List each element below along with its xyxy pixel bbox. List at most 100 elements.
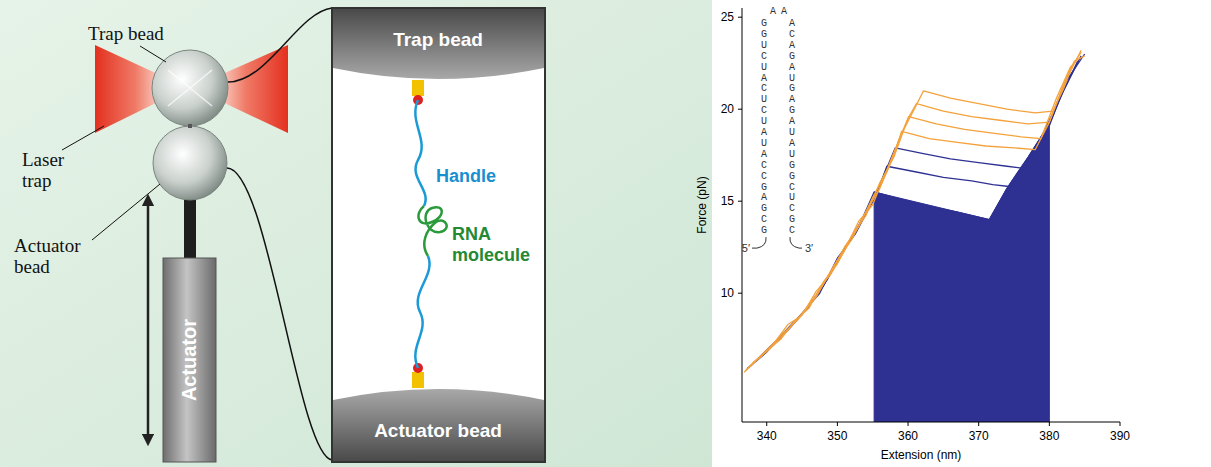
anchor-tab [412, 80, 424, 96]
rna-label-line: molecule [452, 245, 530, 265]
y-axis [742, 8, 743, 422]
y-axis-title: Force (pN) [695, 176, 709, 233]
handle-label: Handle [436, 166, 496, 186]
left-base: A [761, 149, 767, 160]
right-base: A [789, 62, 795, 73]
right-base: A [789, 94, 795, 105]
x-axis [742, 422, 1120, 423]
diagram-background [0, 0, 712, 467]
trap-bead-label-line: Trap bead [88, 23, 164, 44]
actuator-box [163, 258, 216, 462]
left-base: U [761, 138, 767, 149]
actuator-bead [153, 126, 227, 200]
leader-line [92, 184, 160, 240]
three-prime-label: 3′ [805, 242, 813, 254]
x-tick [1120, 422, 1121, 426]
laser-trap-label-line: Laser [22, 149, 65, 170]
y-tick-label: 10 [721, 286, 735, 300]
right-base: U [789, 192, 795, 203]
left-base: C [761, 214, 767, 225]
x-tick-label: 340 [757, 429, 777, 443]
right-base: U [789, 127, 795, 138]
actuator-bead-label: Actuatorbead [14, 235, 81, 277]
leader-line [62, 126, 104, 150]
right-base: G [789, 160, 795, 171]
left-base: U [761, 94, 767, 105]
x-tick-label: 380 [1039, 429, 1059, 443]
right-base: A [789, 18, 795, 29]
right-base: A [789, 138, 795, 149]
actuator-rod [184, 195, 196, 261]
inset-bottom-label-line: Actuator bead [374, 420, 502, 441]
x-tick [908, 422, 909, 426]
y-tick [738, 293, 742, 294]
left-base: U [761, 116, 767, 127]
hairpin-sequence: AAGGUCUACUCUAUACCGAGCGACAGAUGAGAUAUGGCUC… [742, 6, 813, 254]
left-base: G [761, 182, 767, 193]
bead-tether [188, 124, 192, 128]
right-base: C [789, 225, 795, 236]
actuator-bead-label-line: Actuator [14, 235, 81, 256]
inset-frame [332, 8, 545, 462]
strand-end [790, 237, 802, 248]
left-base: C [761, 171, 767, 182]
left-base: C [761, 51, 767, 62]
right-base: U [789, 73, 795, 84]
loop-base: A [781, 6, 787, 17]
left-base: C [761, 83, 767, 94]
y-tick [738, 201, 742, 202]
left-base: G [761, 225, 767, 236]
right-base: G [789, 214, 795, 225]
y-tick-label: 25 [721, 10, 735, 24]
right-base: G [789, 83, 795, 94]
x-tick-label: 360 [898, 429, 918, 443]
y-tick [738, 17, 742, 18]
handle-upper [415, 100, 425, 206]
left-base: A [761, 73, 767, 84]
right-base: G [789, 105, 795, 116]
motion-arrow [147, 200, 150, 440]
actuator-label: Actuator [178, 319, 200, 401]
x-tick [766, 422, 767, 426]
y-tick-label: 15 [721, 194, 735, 208]
y-tick-label: 20 [721, 102, 735, 116]
force-trace [746, 56, 1085, 371]
x-tick-label: 370 [969, 429, 989, 443]
five-prime-label: 5′ [742, 242, 750, 254]
anchor-tab [412, 372, 424, 388]
actuator-bead-label-line: bead [14, 256, 50, 277]
right-base: U [789, 149, 795, 160]
strand-end [752, 237, 766, 248]
figure: ActuatorTrap beadLasertrapActuatorbeadTr… [0, 0, 1211, 467]
left-base: C [761, 105, 767, 116]
left-base: U [761, 62, 767, 73]
left-base: G [761, 203, 767, 214]
callout-line [228, 8, 332, 82]
laser-beam [218, 45, 288, 133]
x-tick [1049, 422, 1050, 426]
chart: 340 350 360 370 380 390 10 15 20 25 Extension (nm)… [695, 6, 1130, 462]
inset-trap-bead [333, 9, 544, 79]
x-tick [837, 422, 838, 426]
trap-bead [152, 50, 228, 126]
plot-area [744, 50, 1085, 422]
left-base: G [761, 18, 767, 29]
right-base: C [789, 29, 795, 40]
left-base: U [761, 40, 767, 51]
left-base: G [761, 29, 767, 40]
x-axis-title: Extension (nm) [881, 448, 962, 462]
x-tick-label: 390 [1110, 429, 1130, 443]
left-base: A [761, 192, 767, 203]
force-trace [747, 54, 1085, 369]
force-trace [749, 52, 1081, 367]
callout-line [227, 168, 332, 460]
force-trace [750, 56, 1081, 367]
force-trace [744, 50, 1081, 372]
beam-cross [168, 70, 212, 106]
x-tick-label: 350 [827, 429, 847, 443]
right-base: C [789, 203, 795, 214]
right-base: G [789, 51, 795, 62]
left-base: A [761, 127, 767, 138]
rna-label-line: RNA [452, 224, 491, 244]
laser-trap-label-line: trap [22, 170, 52, 191]
